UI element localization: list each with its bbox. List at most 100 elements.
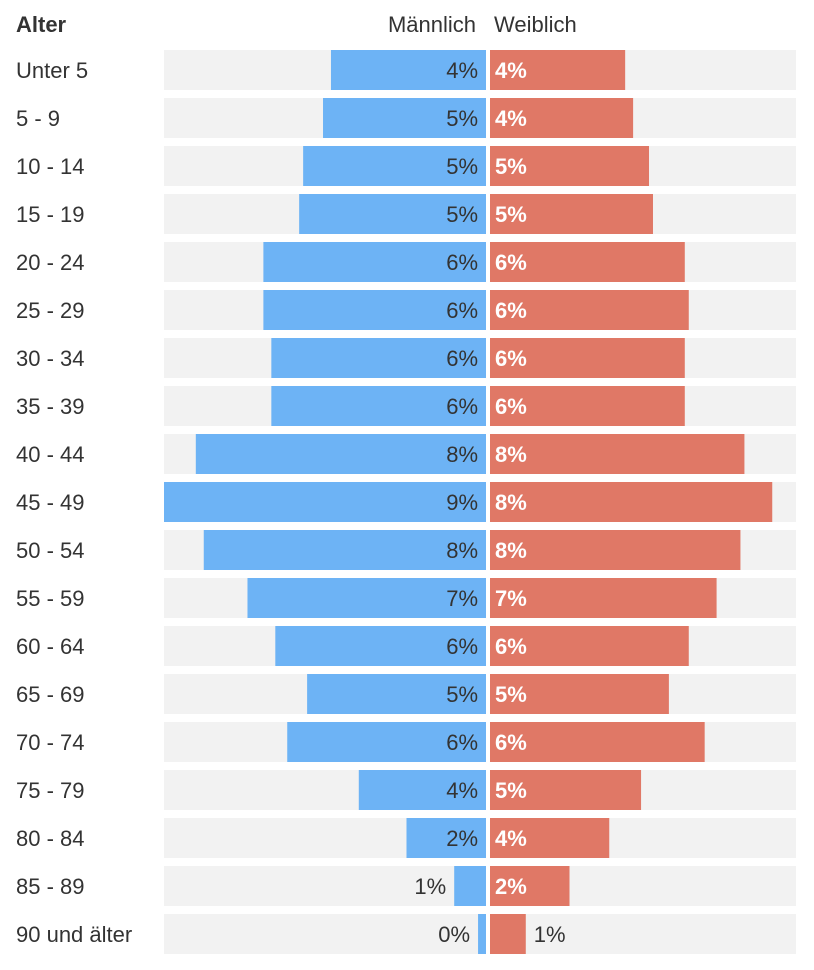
female-bar bbox=[490, 866, 570, 906]
age-group-label: 65 - 69 bbox=[16, 682, 85, 707]
age-group-label: 55 - 59 bbox=[16, 586, 85, 611]
male-value-label: 8% bbox=[446, 538, 478, 563]
male-bar bbox=[287, 722, 486, 762]
age-group-label: 45 - 49 bbox=[16, 490, 85, 515]
female-value-label: 1% bbox=[534, 922, 566, 947]
male-value-label: 5% bbox=[446, 682, 478, 707]
female-value-label: 6% bbox=[495, 298, 527, 323]
age-group-label: 50 - 54 bbox=[16, 538, 85, 563]
chart-row: 90 und älter 0% 1% bbox=[16, 914, 796, 954]
chart-row: 35 - 39 6% 6% bbox=[16, 386, 796, 426]
female-value-label: 7% bbox=[495, 586, 527, 611]
female-value-label: 6% bbox=[495, 346, 527, 371]
male-track bbox=[164, 866, 486, 906]
male-bar bbox=[247, 578, 486, 618]
male-bar bbox=[203, 530, 486, 570]
male-bar bbox=[330, 50, 486, 90]
age-group-label: 5 - 9 bbox=[16, 106, 60, 131]
male-value-label: 2% bbox=[446, 826, 478, 851]
chart-row: 60 - 64 6% 6% bbox=[16, 626, 796, 666]
age-group-label: 25 - 29 bbox=[16, 298, 85, 323]
male-value-label: 5% bbox=[446, 106, 478, 131]
male-bar bbox=[454, 866, 486, 906]
chart-row: 70 - 74 6% 6% bbox=[16, 722, 796, 762]
chart-row: 80 - 84 2% 4% bbox=[16, 818, 796, 858]
male-value-label: 6% bbox=[446, 298, 478, 323]
chart-row: 65 - 69 5% 5% bbox=[16, 674, 796, 714]
male-bar bbox=[263, 290, 486, 330]
female-bar bbox=[490, 50, 626, 90]
chart-row: 15 - 19 5% 5% bbox=[16, 194, 796, 234]
female-value-label: 6% bbox=[495, 634, 527, 659]
male-track bbox=[164, 914, 486, 954]
chart-row: 55 - 59 7% 7% bbox=[16, 578, 796, 618]
age-group-label: 60 - 64 bbox=[16, 634, 85, 659]
male-bar bbox=[275, 626, 486, 666]
legend-female: Weiblich bbox=[494, 12, 577, 37]
male-value-label: 1% bbox=[414, 874, 446, 899]
legend-male: Männlich bbox=[388, 12, 476, 37]
female-bar bbox=[490, 386, 685, 426]
chart-row: 30 - 34 6% 6% bbox=[16, 338, 796, 378]
chart-row: 50 - 54 8% 8% bbox=[16, 530, 796, 570]
female-bar bbox=[490, 482, 773, 522]
female-value-label: 6% bbox=[495, 730, 527, 755]
female-value-label: 4% bbox=[495, 106, 527, 131]
male-bar bbox=[195, 434, 486, 474]
male-value-label: 8% bbox=[446, 442, 478, 467]
age-group-label: 15 - 19 bbox=[16, 202, 85, 227]
female-value-label: 6% bbox=[495, 250, 527, 275]
age-column-header: Alter bbox=[16, 12, 67, 37]
male-value-label: 0% bbox=[438, 922, 470, 947]
female-bar bbox=[490, 242, 685, 282]
female-bar bbox=[490, 434, 745, 474]
male-bar bbox=[478, 914, 486, 954]
female-bar bbox=[490, 770, 642, 810]
female-bar bbox=[490, 626, 689, 666]
male-value-label: 9% bbox=[446, 490, 478, 515]
age-group-label: 40 - 44 bbox=[16, 442, 85, 467]
female-bar bbox=[490, 146, 650, 186]
male-value-label: 4% bbox=[446, 58, 478, 83]
male-value-label: 6% bbox=[446, 394, 478, 419]
male-value-label: 6% bbox=[446, 730, 478, 755]
female-bar bbox=[490, 290, 689, 330]
male-bar bbox=[323, 98, 486, 138]
age-group-label: 10 - 14 bbox=[16, 154, 85, 179]
male-bar bbox=[406, 818, 486, 858]
chart-row: Unter 5 4% 4% bbox=[16, 50, 796, 90]
age-group-label: 85 - 89 bbox=[16, 874, 85, 899]
female-bar bbox=[490, 722, 705, 762]
age-group-label: 75 - 79 bbox=[16, 778, 85, 803]
chart-row: 75 - 79 4% 5% bbox=[16, 770, 796, 810]
chart-row: 25 - 29 6% 6% bbox=[16, 290, 796, 330]
female-value-label: 5% bbox=[495, 778, 527, 803]
age-group-label: 80 - 84 bbox=[16, 826, 85, 851]
female-value-label: 8% bbox=[495, 442, 527, 467]
female-bar bbox=[490, 194, 653, 234]
chart-header: Alter Männlich Weiblich bbox=[16, 12, 577, 37]
chart-row: 45 - 49 9% 8% bbox=[16, 482, 796, 522]
female-bar bbox=[490, 674, 669, 714]
female-value-label: 4% bbox=[495, 58, 527, 83]
male-bar bbox=[263, 242, 486, 282]
chart-rows: Unter 5 4% 4% 5 - 9 5% 4% 10 - 14 5% 5% 15 - 19 5%… bbox=[16, 50, 796, 954]
female-value-label: 8% bbox=[495, 538, 527, 563]
female-value-label: 5% bbox=[495, 682, 527, 707]
male-value-label: 4% bbox=[446, 778, 478, 803]
male-value-label: 6% bbox=[446, 250, 478, 275]
male-value-label: 7% bbox=[446, 586, 478, 611]
female-value-label: 4% bbox=[495, 826, 527, 851]
age-group-label: 30 - 34 bbox=[16, 346, 85, 371]
male-bar bbox=[358, 770, 486, 810]
female-value-label: 8% bbox=[495, 490, 527, 515]
female-bar bbox=[490, 98, 634, 138]
age-group-label: 35 - 39 bbox=[16, 394, 85, 419]
female-bar bbox=[490, 818, 610, 858]
female-value-label: 5% bbox=[495, 202, 527, 227]
chart-row: 40 - 44 8% 8% bbox=[16, 434, 796, 474]
age-group-label: 70 - 74 bbox=[16, 730, 85, 755]
female-value-label: 2% bbox=[495, 874, 527, 899]
age-group-label: Unter 5 bbox=[16, 58, 88, 83]
female-track bbox=[490, 914, 796, 954]
